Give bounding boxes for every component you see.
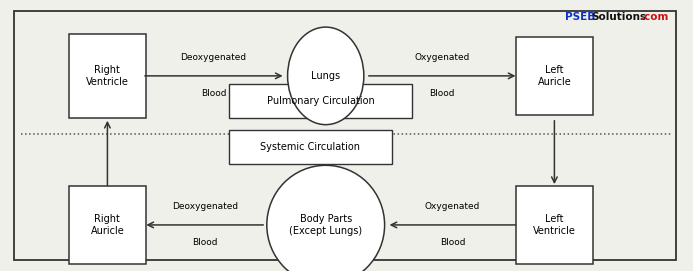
Text: Lungs: Lungs <box>311 71 340 81</box>
Text: Deoxygenated: Deoxygenated <box>172 202 238 211</box>
Text: Systemic Circulation: Systemic Circulation <box>260 142 360 152</box>
FancyBboxPatch shape <box>516 186 593 264</box>
FancyBboxPatch shape <box>69 34 146 118</box>
FancyBboxPatch shape <box>229 130 392 164</box>
Text: Left
Ventricle: Left Ventricle <box>533 214 576 236</box>
Text: Body Parts
(Except Lungs): Body Parts (Except Lungs) <box>289 214 362 236</box>
FancyBboxPatch shape <box>69 186 146 264</box>
Text: Blood: Blood <box>430 89 455 98</box>
Text: Right
Ventricle: Right Ventricle <box>86 65 129 87</box>
FancyBboxPatch shape <box>14 11 676 260</box>
Text: Blood: Blood <box>201 89 226 98</box>
Text: Solutions: Solutions <box>591 12 647 22</box>
Text: Pulmonary Circulation: Pulmonary Circulation <box>267 96 374 106</box>
Text: Blood: Blood <box>193 238 218 247</box>
Text: Oxygenated: Oxygenated <box>414 53 470 62</box>
Text: Oxygenated: Oxygenated <box>425 202 480 211</box>
FancyBboxPatch shape <box>229 84 412 118</box>
Text: Deoxygenated: Deoxygenated <box>180 53 247 62</box>
Text: Left
Auricle: Left Auricle <box>538 65 571 87</box>
Text: Blood: Blood <box>440 238 465 247</box>
Text: .com: .com <box>640 12 668 22</box>
Ellipse shape <box>288 27 364 125</box>
FancyBboxPatch shape <box>516 37 593 115</box>
Text: Right
Auricle: Right Auricle <box>91 214 124 236</box>
Ellipse shape <box>267 165 385 271</box>
Text: PSEB: PSEB <box>565 12 595 22</box>
